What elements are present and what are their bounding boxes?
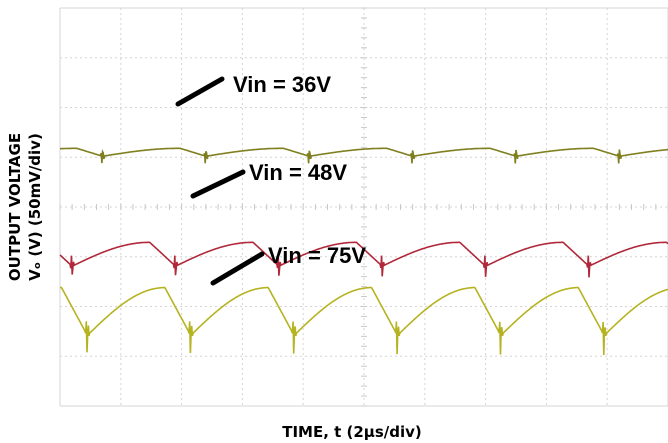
trace-3 xyxy=(60,286,668,356)
y-axis-title-line2: Vₒ (V) (50mV/div) xyxy=(26,133,44,281)
callout-leader xyxy=(190,169,246,199)
waveform-traces xyxy=(59,147,668,356)
trace-callouts: Vin = 36V Vin = 48V Vin = 75V xyxy=(175,72,366,286)
callout-label: Vin = 36V xyxy=(233,72,331,97)
callout-label: Vin = 48V xyxy=(249,160,347,185)
scope-grid xyxy=(59,7,668,407)
callout-leader xyxy=(210,251,265,286)
trace-2 xyxy=(59,241,668,278)
trace-1 xyxy=(60,147,668,164)
y-axis-title-line1: OUTPUT VOLTAGE xyxy=(6,133,24,281)
x-axis-title: TIME, t (2µs/div) xyxy=(282,423,422,441)
callout-label: Vin = 75V xyxy=(268,243,366,268)
callout-leader xyxy=(175,76,225,107)
